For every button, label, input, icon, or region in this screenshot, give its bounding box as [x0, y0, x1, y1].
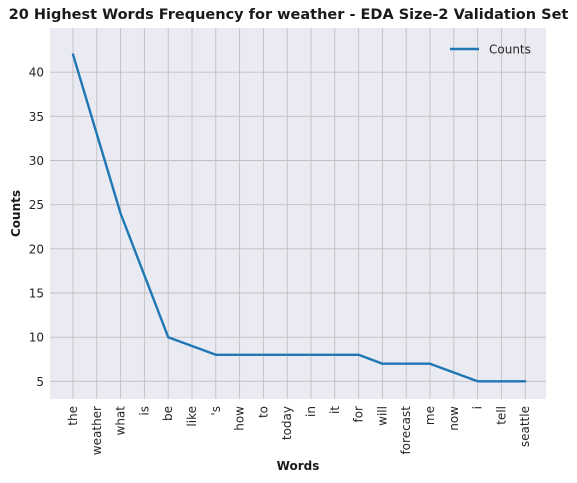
- legend: Counts: [450, 43, 531, 57]
- y-gridlines: [50, 71, 546, 382]
- series-layer: [71, 53, 527, 383]
- y-tick-label: 20: [29, 242, 44, 256]
- x-tick-label: 's: [209, 406, 223, 416]
- x-tick-label: forecast: [399, 406, 413, 455]
- x-tick-label: like: [185, 406, 199, 427]
- x-tick-label: will: [375, 406, 389, 426]
- x-tick-label: today: [280, 406, 294, 440]
- legend-entry: Counts: [489, 43, 531, 57]
- x-tick-label: be: [161, 406, 175, 421]
- x-tick-labels: the weather what is be like 's how to today in it fo…: [66, 406, 532, 455]
- x-tick-label: weather: [90, 406, 104, 455]
- x-tick-label: now: [447, 406, 461, 431]
- chart-title: 20 Highest Words Frequency for weather -…: [8, 7, 569, 23]
- x-tick-label: in: [304, 406, 318, 417]
- x-tick-label: me: [423, 406, 437, 425]
- x-tick-label: seattle: [518, 406, 532, 447]
- x-axis-label: Words: [277, 459, 320, 473]
- y-tick-label: 40: [29, 66, 44, 80]
- x-tick-label: it: [328, 406, 342, 414]
- x-tick-label: the: [66, 406, 80, 426]
- x-tick-label: to: [256, 406, 270, 418]
- y-tick-label: 15: [29, 287, 44, 301]
- x-tick-label: i: [471, 406, 485, 409]
- series-line: [71, 53, 527, 383]
- y-tick-label: 35: [29, 110, 44, 124]
- y-tick-label: 30: [29, 154, 44, 168]
- y-tick-labels: 5 10 15 20 25 30 35 40: [29, 66, 44, 389]
- x-tick-label: what: [114, 406, 128, 436]
- y-tick-label: 5: [36, 375, 44, 389]
- y-tick-label: 25: [29, 198, 44, 212]
- x-tick-label: tell: [494, 406, 508, 425]
- x-tick-label: for: [352, 406, 366, 423]
- x-tick-label: is: [137, 406, 151, 416]
- x-tick-label: how: [233, 406, 247, 431]
- y-tick-label: 10: [29, 331, 44, 345]
- plot-area: [50, 28, 546, 399]
- y-axis-label: Counts: [9, 190, 23, 237]
